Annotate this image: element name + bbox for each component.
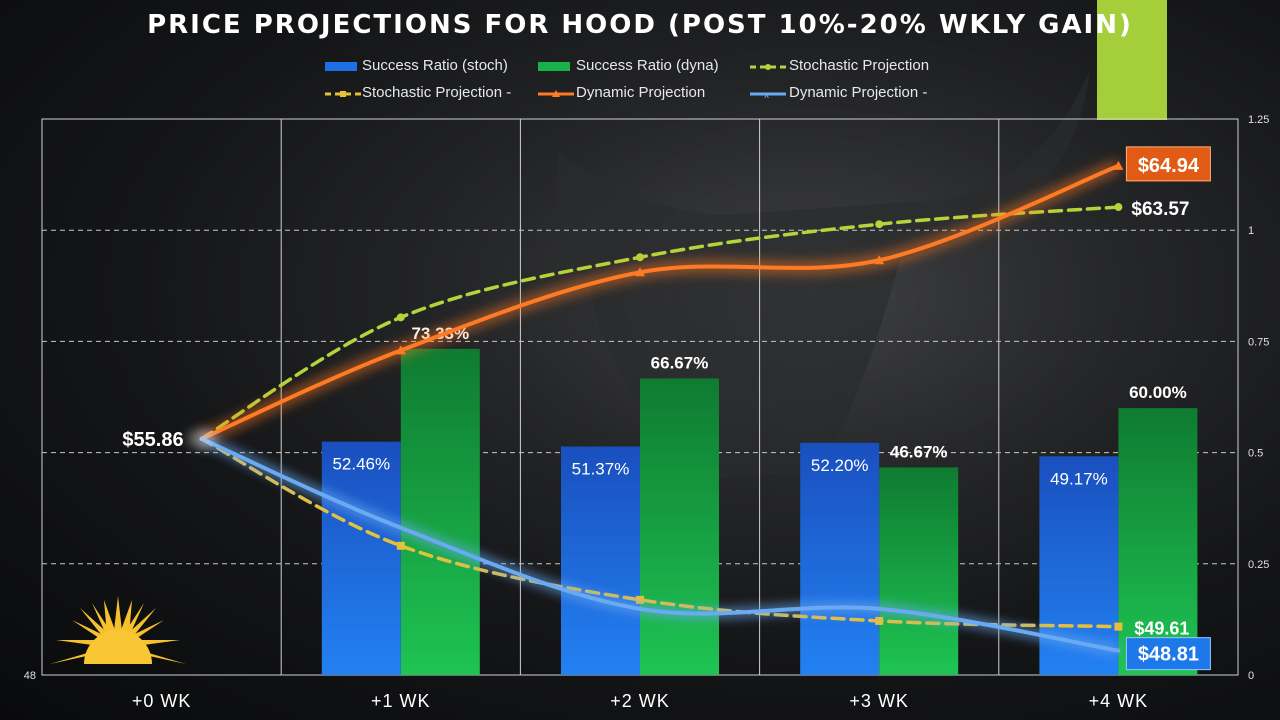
right-axis-tick-label: 0.25 [1248, 559, 1269, 571]
x-tick-label: +0 WK [132, 691, 192, 711]
bar-stoch [321, 441, 401, 675]
bar-stoch-label: 49.17% [1050, 469, 1108, 488]
bar-dyna [879, 467, 959, 675]
end-label-dynamic-down-box [1125, 637, 1211, 671]
right-axis-tick-label: 0 [1248, 670, 1254, 682]
line-stochastic-down-marker [875, 616, 884, 625]
bar-dyna [640, 378, 719, 675]
end-label-dynamic-up-box [1125, 146, 1211, 182]
legend-swatch-stoch-bar [325, 62, 357, 71]
end-label-stochastic-up: $63.57 [1131, 199, 1189, 220]
end-label-dynamic-up: $64.94 [1138, 155, 1200, 177]
bar-stoch [800, 442, 880, 675]
line-stochastic-up-marker [875, 220, 884, 229]
line-dynamic-up-marker [635, 267, 645, 277]
line-stochastic-down-marker [636, 595, 644, 604]
x-tick-label: +4 WK [1089, 691, 1149, 711]
right-axis-tick-label: 1 [1248, 225, 1254, 237]
chart-title: PRICE PROJECTIONS FOR HOOD (POST 10%-20%… [147, 10, 1133, 40]
line-dynamic-up-marker [395, 345, 406, 355]
line-stochastic-down-marker [1114, 622, 1123, 631]
legend-label-stoch-down: Stochastic Projection - [362, 84, 512, 101]
bar-stoch [561, 446, 640, 675]
bar-dyna [1118, 408, 1198, 675]
legend-label-stoch-up: Stochastic Projection [789, 57, 930, 74]
right-axis-tick-label: 1.25 [1248, 114, 1269, 126]
line-stochastic-up-marker [636, 253, 644, 262]
sun-logo-icon [50, 596, 186, 664]
line-stochastic-down-marker [396, 541, 405, 550]
bar-stoch-label: 52.20% [811, 456, 869, 475]
legend-swatch-stoch-up [750, 64, 786, 70]
x-tick-label: +2 WK [610, 691, 670, 711]
x-tick-label: +3 WK [849, 691, 909, 711]
bar-stoch-label: 51.37% [572, 460, 630, 479]
bar-dyna-label: 46.67% [890, 442, 948, 461]
left-axis-min-label: 48 [24, 670, 36, 682]
svg-text:x: x [764, 90, 769, 99]
legend-label-dyna-bar: Success Ratio (dyna) [576, 57, 719, 74]
legend-swatch-dyna-down: x [750, 90, 786, 99]
start-price-label: $55.86 [122, 429, 183, 451]
line-stochastic-up-marker [396, 313, 405, 322]
bar-stoch-label: 52.46% [332, 455, 390, 474]
line-stochastic-up-marker [1114, 203, 1123, 212]
start-point-glow [187, 428, 216, 449]
line-dynamic-up-marker [874, 255, 885, 265]
legend-swatch-dyna-bar [538, 62, 570, 71]
end-label-dynamic-down: $48.81 [1138, 644, 1199, 666]
x-tick-label: +1 WK [371, 691, 431, 711]
right-axis-tick-label: 0.75 [1248, 336, 1269, 348]
right-axis-tick-label: 0.5 [1248, 448, 1263, 460]
line-dynamic-down [199, 436, 1121, 653]
bar-dyna-label: 60.00% [1129, 383, 1187, 402]
legend-label-dyna-up: Dynamic Projection [576, 84, 706, 101]
legend-label-dyna-down: Dynamic Projection - [789, 84, 928, 101]
line-dynamic-up-marker [1113, 160, 1124, 170]
legend-label-stoch-bar: Success Ratio (stoch) [362, 57, 508, 74]
legend-swatch-stoch-down [325, 91, 361, 97]
end-label-stochastic-down: $49.61 [1134, 619, 1189, 639]
bar-dyna [400, 348, 480, 675]
lime-block [1097, 0, 1167, 120]
legend-swatch-dyna-up [538, 90, 574, 97]
bar-dyna-label: 66.67% [651, 353, 709, 372]
